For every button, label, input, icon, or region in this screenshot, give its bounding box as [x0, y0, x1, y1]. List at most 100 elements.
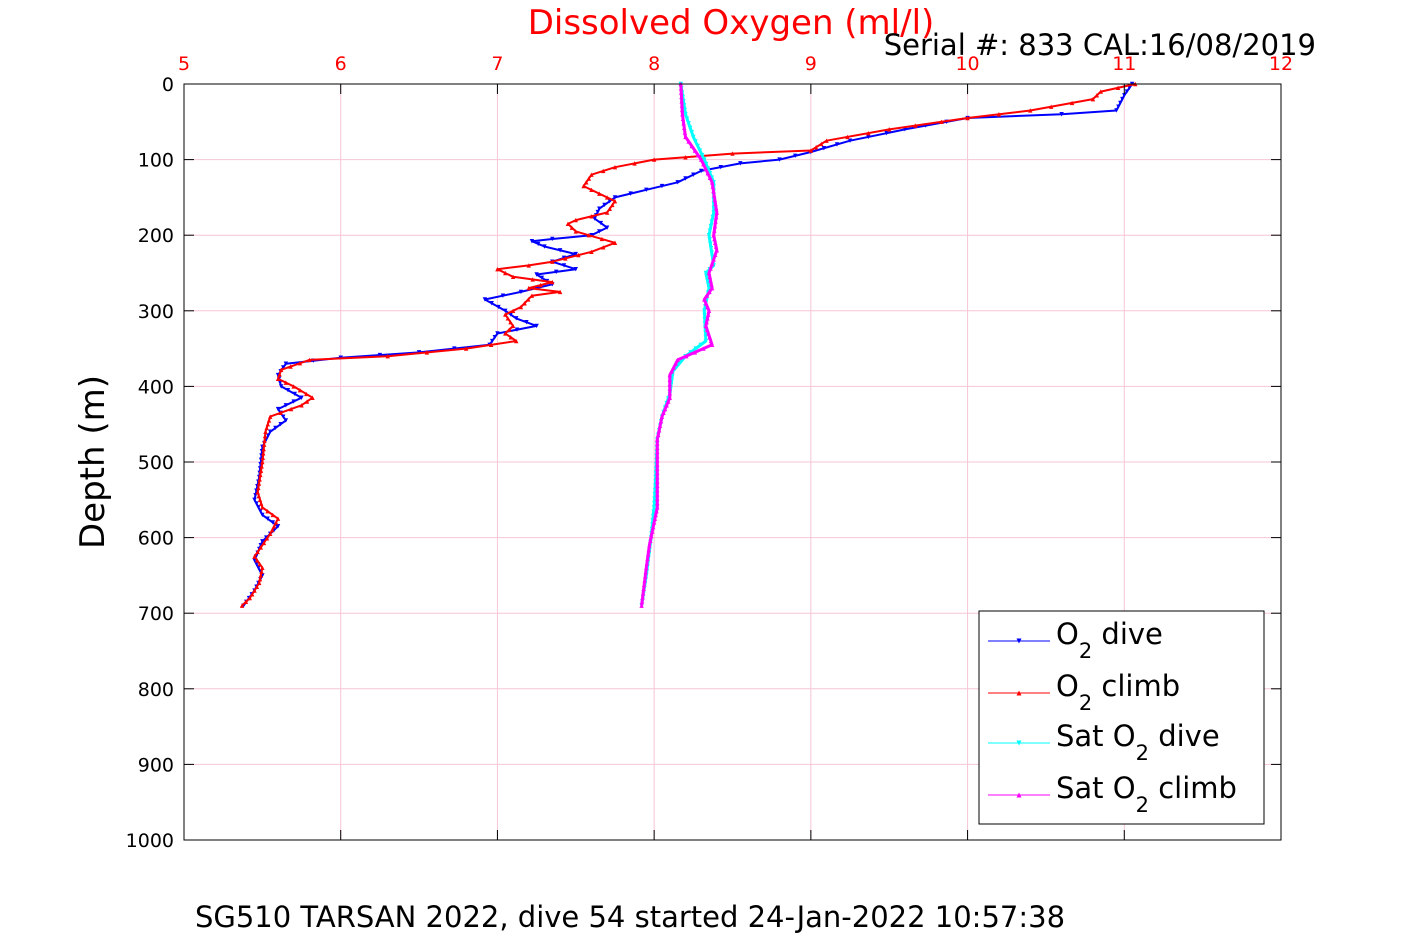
data-point — [243, 599, 249, 605]
data-point — [277, 380, 283, 385]
data-point — [247, 595, 253, 601]
data-point — [273, 425, 278, 431]
data-point — [1048, 104, 1054, 109]
data-point — [256, 493, 262, 499]
chart-subtitle: Serial #: 833 CAL:16/08/2019 — [884, 28, 1316, 62]
data-point — [708, 266, 713, 271]
data-point — [654, 508, 659, 514]
data-point — [604, 210, 610, 215]
data-point — [689, 143, 694, 149]
data-point — [651, 524, 656, 530]
data-point — [655, 483, 660, 488]
data-point — [702, 312, 707, 318]
data-point — [792, 153, 798, 159]
y-tick-label: 0 — [162, 74, 174, 96]
y-tick-label: 700 — [138, 603, 174, 625]
data-point — [310, 395, 315, 400]
data-point — [653, 512, 658, 518]
series-o2-dive — [241, 81, 1135, 608]
data-point — [643, 574, 648, 579]
data-point — [265, 508, 270, 514]
data-point — [256, 565, 261, 571]
data-point — [1114, 108, 1119, 113]
data-point — [601, 168, 606, 174]
data-point — [270, 512, 276, 518]
data-point — [482, 297, 488, 302]
data-point — [264, 536, 270, 541]
data-point — [884, 130, 889, 136]
data-point — [641, 586, 646, 592]
data-point — [682, 130, 688, 135]
data-point — [813, 145, 819, 150]
data-point — [424, 350, 430, 355]
data-point — [1098, 89, 1103, 94]
data-point — [249, 592, 255, 597]
data-point — [667, 372, 673, 378]
data-point — [275, 524, 281, 529]
data-point — [708, 278, 713, 283]
data-point — [695, 152, 701, 158]
data-point — [584, 180, 589, 185]
data-point — [679, 94, 684, 100]
data-point — [534, 272, 539, 277]
data-point — [586, 233, 592, 238]
data-point — [667, 386, 673, 391]
data-point — [701, 161, 706, 167]
data-point — [1116, 104, 1121, 109]
data-point — [652, 496, 657, 501]
data-point — [847, 138, 853, 143]
data-point — [283, 361, 289, 366]
x-tick-label: 9 — [805, 53, 817, 75]
data-point — [263, 429, 268, 434]
data-point — [601, 245, 606, 250]
data-point — [260, 565, 265, 571]
data-point — [267, 531, 273, 537]
data-point — [292, 391, 297, 397]
data-point — [711, 193, 717, 198]
data-point — [709, 285, 715, 291]
data-point — [655, 474, 660, 480]
data-point — [1120, 96, 1125, 102]
data-point — [705, 278, 710, 283]
data-point — [281, 414, 286, 419]
data-point — [264, 425, 269, 431]
data-point — [699, 152, 705, 158]
data-point — [257, 576, 263, 582]
data-point — [709, 250, 714, 255]
data-point — [655, 466, 660, 471]
data-point — [599, 236, 605, 242]
data-point — [709, 261, 715, 267]
data-point — [713, 219, 718, 224]
data-point — [711, 210, 716, 215]
data-point — [708, 241, 713, 247]
data-point — [819, 141, 824, 147]
data-point — [704, 319, 709, 325]
data-point — [529, 239, 535, 244]
data-point — [703, 161, 709, 167]
data-point — [639, 599, 645, 604]
data-point — [255, 490, 260, 495]
data-point — [260, 505, 265, 510]
data-point — [270, 520, 276, 525]
data-point — [261, 540, 267, 546]
data-point — [675, 180, 680, 185]
data-point — [604, 225, 610, 230]
grid — [183, 83, 1282, 841]
y-tick-label: 200 — [138, 225, 174, 247]
data-point — [510, 323, 516, 329]
data-point — [651, 520, 657, 525]
legend-swatch-marker — [1016, 792, 1022, 798]
data-point — [508, 335, 513, 340]
data-point — [518, 304, 524, 310]
data-point — [573, 251, 578, 257]
data-point — [495, 331, 500, 336]
data-point — [256, 481, 262, 486]
data-point — [686, 139, 691, 144]
data-point — [714, 248, 720, 253]
data-point — [702, 317, 707, 322]
data-point — [682, 125, 687, 131]
data-point — [1028, 108, 1033, 113]
data-point — [666, 399, 671, 404]
data-point — [659, 414, 665, 419]
